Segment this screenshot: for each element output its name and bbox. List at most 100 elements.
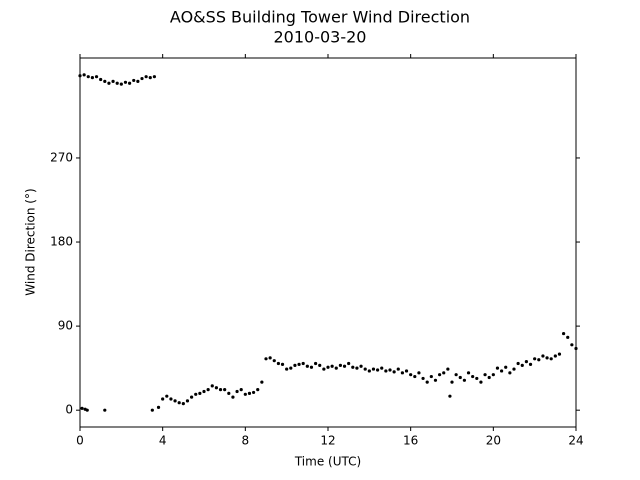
data-point [173,399,177,403]
data-point [512,367,516,371]
data-point [140,76,144,81]
data-point [545,356,549,360]
data-point [111,79,115,83]
data-point [103,79,107,83]
data-point [442,371,446,375]
data-point [223,388,227,392]
data-point [318,363,322,367]
x-tick-label: 20 [486,434,501,448]
data-point [103,408,107,412]
data-point [322,367,326,371]
data-point [491,373,495,377]
data-point [301,361,305,366]
data-point [90,76,94,80]
x-axis-label: Time (UTC) [294,455,361,469]
y-tick-label: 90 [58,319,73,333]
data-point [380,366,384,370]
data-point [247,391,252,395]
chart-title: AO&SS Building Tower Wind Direction [170,8,470,27]
data-point [388,368,392,372]
data-point [123,80,128,84]
data-point [231,395,235,399]
data-point [483,373,487,377]
data-point [520,363,524,367]
data-point [533,357,537,361]
data-point [409,373,413,377]
data-point [562,331,566,336]
data-point [367,369,371,373]
data-point [177,401,181,405]
data-point [152,75,156,79]
data-point [446,367,450,371]
data-point [264,357,268,361]
data-point [314,361,318,366]
data-point [132,78,136,83]
data-point [516,361,520,366]
data-point [471,374,475,379]
data-point [359,364,363,368]
x-tick-label: 24 [568,434,583,448]
data-point [148,76,152,80]
data-point [194,392,198,396]
data-point [537,358,541,362]
data-point [268,356,272,360]
data-point [235,389,239,394]
data-point [392,370,396,374]
data-point [404,369,409,373]
data-point [338,363,342,367]
data-point [144,75,148,79]
data-point [500,369,504,373]
data-point [458,375,462,380]
data-point [161,397,165,401]
data-point [330,364,334,368]
data-point [351,365,355,369]
data-point [210,384,214,388]
data-point [260,380,264,384]
data-point [400,371,404,375]
data-point [553,354,557,358]
x-tick-label: 16 [403,434,418,448]
x-tick-label: 4 [159,434,167,448]
data-point [425,380,429,384]
data-point [421,376,425,381]
data-point [136,79,140,83]
data-point [524,360,529,364]
data-point [190,395,194,399]
data-point [413,374,417,379]
data-point [128,81,132,85]
y-tick-label: 180 [50,235,73,249]
data-point [326,365,330,369]
x-tick-label: 12 [320,434,335,448]
data-point [150,408,154,412]
data-point [156,405,161,409]
data-point [504,365,508,369]
data-point [309,365,314,369]
data-point [214,386,218,390]
data-point [181,402,185,406]
data-point [280,362,285,367]
data-point [227,391,231,395]
data-point [99,77,103,82]
data-point [342,364,347,368]
x-tick-label: 0 [76,434,84,448]
data-point [85,408,89,412]
data-point [115,81,119,85]
data-point [487,375,491,380]
y-tick-label: 270 [50,150,73,164]
data-point [475,376,479,381]
data-point [252,390,256,395]
data-point [289,366,293,370]
data-point [285,367,289,371]
data-point [202,389,206,394]
data-point [433,378,438,382]
data-point [438,373,442,377]
x-tick-label: 8 [242,434,250,448]
data-point [293,363,297,367]
data-point [94,75,99,79]
data-point [256,388,260,392]
data-point [347,361,351,366]
data-point [78,74,82,78]
data-point [82,73,86,77]
data-point [80,406,84,410]
